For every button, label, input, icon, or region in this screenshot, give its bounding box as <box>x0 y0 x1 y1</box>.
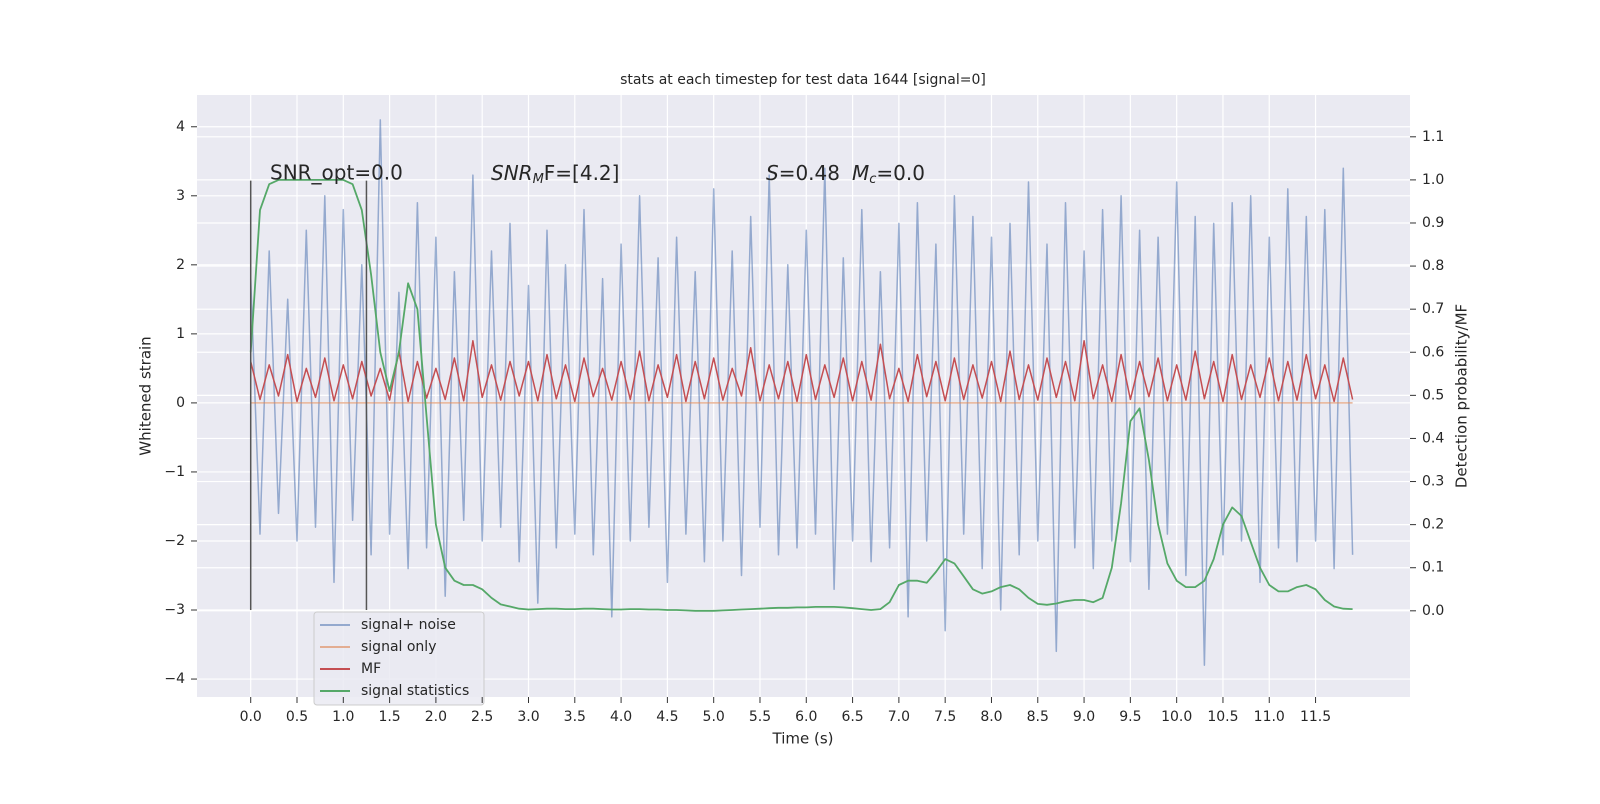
annotation-part: =0.0 <box>876 161 925 185</box>
y-tick-label: 2 <box>176 257 185 273</box>
y2-tick-label: 0.7 <box>1422 301 1444 317</box>
legend-label: MF <box>361 661 381 677</box>
x-tick-label: 10.0 <box>1161 709 1192 725</box>
x-tick-label: 4.5 <box>656 709 678 725</box>
x-tick-label: 0.0 <box>240 709 262 725</box>
y-tick-label: 4 <box>176 119 185 135</box>
y-tick-label: 1 <box>176 326 185 342</box>
x-tick-label: 1.0 <box>332 709 354 725</box>
y-tick-label: 3 <box>176 188 185 204</box>
y-tick-label: −1 <box>164 464 185 480</box>
y2-tick-label: 0.6 <box>1422 344 1444 360</box>
x-axis-label: Time (s) <box>772 730 834 748</box>
y2-tick-label: 0.1 <box>1422 560 1444 576</box>
x-tick-label: 7.0 <box>888 709 910 725</box>
y2-tick-label: 0.4 <box>1422 430 1444 446</box>
annotation-part: M <box>852 161 869 185</box>
y2-tick-label: 0.9 <box>1422 215 1444 231</box>
annotation-part: F=[4.2] <box>544 161 620 185</box>
marks <box>249 119 1354 666</box>
annotation-sub: M <box>533 172 544 187</box>
y2-tick-label: 0.5 <box>1422 387 1444 403</box>
x-tick-label: 0.5 <box>286 709 308 725</box>
annotation: SNRMF=[4.2] <box>491 161 619 187</box>
y2-tick-label: 0.0 <box>1422 603 1444 619</box>
annotation-part: S <box>766 161 779 185</box>
x-tick-label: 9.5 <box>1119 709 1141 725</box>
y2-tick-label: 0.3 <box>1422 474 1444 490</box>
x-tick-label: 2.0 <box>425 709 447 725</box>
y2-axis-label: Detection probability/MF <box>1453 304 1471 488</box>
y2-tick-label: 1.1 <box>1422 129 1444 145</box>
series-line <box>249 179 1353 612</box>
x-tick-label: 4.0 <box>610 709 632 725</box>
x-tick-label: 3.0 <box>517 709 539 725</box>
x-tick-label: 9.0 <box>1073 709 1095 725</box>
y2-tick-label: 0.2 <box>1422 517 1444 533</box>
series-line <box>249 119 1354 666</box>
series-line <box>249 340 1354 403</box>
x-tick-label: 8.5 <box>1027 709 1049 725</box>
x-tick-label: 10.5 <box>1207 709 1238 725</box>
y2-tick-label: 0.8 <box>1422 258 1444 274</box>
x-tick-label: 8.0 <box>980 709 1002 725</box>
y-tick-label: −3 <box>164 602 185 618</box>
x-tick-label: 3.5 <box>564 709 586 725</box>
x-tick-label: 6.0 <box>795 709 817 725</box>
annotation-sub: c <box>869 172 876 187</box>
y2-tick-label: 1.0 <box>1422 172 1444 188</box>
annotation-part: SNR <box>491 161 533 185</box>
x-tick-label: 5.5 <box>749 709 771 725</box>
chart-title: stats at each timestep for test data 164… <box>620 72 986 88</box>
x-tick-label: 7.5 <box>934 709 956 725</box>
legend-label: signal only <box>361 639 436 655</box>
legend-box <box>313 611 485 706</box>
annotation: S=0.48 Mc=0.0 <box>766 161 925 187</box>
legend-label: signal statistics <box>361 683 469 699</box>
y-tick-label: 0 <box>176 395 185 411</box>
legend-label: signal+ noise <box>361 617 456 633</box>
x-tick-label: 11.0 <box>1254 709 1285 725</box>
y-tick-label: −4 <box>164 671 185 687</box>
annotation: SNR_opt=0.0 <box>270 161 403 185</box>
x-tick-label: 5.0 <box>703 709 725 725</box>
annotation-part: =0.48 <box>779 161 840 185</box>
x-tick-label: 2.5 <box>471 709 493 725</box>
x-tick-label: 1.5 <box>378 709 400 725</box>
x-tick-label: 11.5 <box>1300 709 1331 725</box>
y-tick-label: −2 <box>164 533 185 549</box>
y-axis-label: Whitened strain <box>137 336 155 455</box>
legend: signal+ noise signal only MF signal statist… <box>313 611 485 706</box>
x-tick-label: 6.5 <box>841 709 863 725</box>
